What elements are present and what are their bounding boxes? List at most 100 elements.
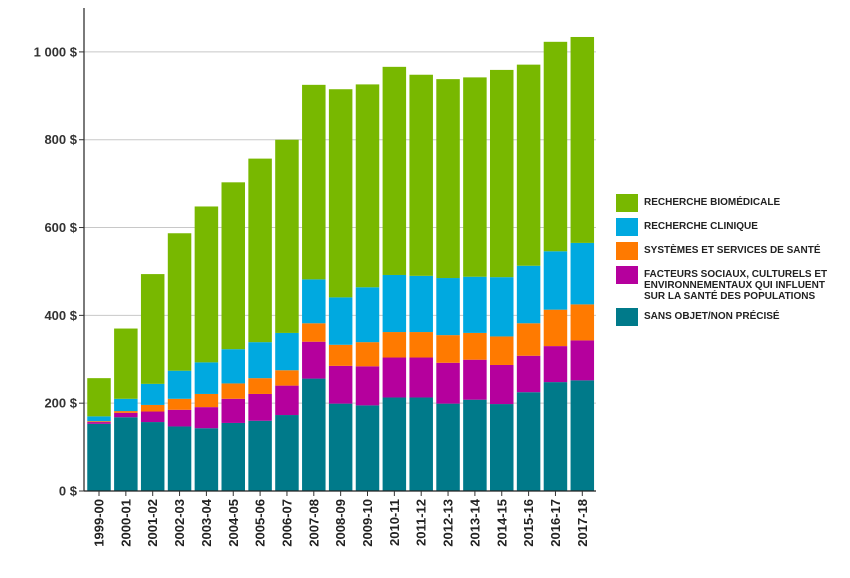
legend-item: RECHERCHE CLINIQUE bbox=[616, 218, 848, 236]
axes bbox=[83, 8, 596, 492]
y-tick-label: 800 $ bbox=[44, 132, 77, 147]
bar-segment bbox=[275, 415, 299, 491]
bar-segment bbox=[355, 366, 380, 406]
y-tick-labels: 0 $ 200 $ 400 $ 600 $ 800 $ 1 000 $ bbox=[34, 44, 84, 499]
legend-label: FACTEURS SOCIAUX, CULTURELS ET ENVIRONNE… bbox=[644, 269, 828, 302]
bar-segment bbox=[382, 397, 407, 491]
bar-segment bbox=[87, 423, 111, 491]
bar-segment bbox=[570, 36, 595, 243]
bar-segment bbox=[87, 378, 111, 417]
bar-segment bbox=[490, 277, 514, 337]
bar-segment bbox=[275, 370, 299, 386]
x-tick-label: 2014-15 bbox=[494, 499, 509, 547]
x-tick-label: 2016-17 bbox=[548, 499, 563, 547]
y-tick-label: 0 $ bbox=[59, 484, 78, 499]
y-tick-label: 1 000 $ bbox=[34, 44, 78, 59]
x-tick-label: 2006-07 bbox=[279, 499, 294, 547]
bar-segment bbox=[140, 422, 165, 491]
bar-segment bbox=[516, 323, 541, 356]
bars bbox=[87, 36, 595, 491]
x-tick-label: 2015-16 bbox=[521, 499, 536, 547]
bar-segment bbox=[543, 41, 568, 252]
bar-segment bbox=[275, 385, 299, 416]
bar-segment bbox=[570, 340, 595, 381]
legend: RECHERCHE BIOMÉDICALE RECHERCHE CLINIQUE S… bbox=[616, 194, 848, 332]
legend-item: SYSTÈMES ET SERVICES DE SANTÉ bbox=[616, 242, 848, 260]
bar-segment bbox=[302, 84, 326, 280]
bar-segment bbox=[463, 399, 487, 491]
bar-segment bbox=[221, 422, 245, 491]
legend-item: RECHERCHE BIOMÉDICALE bbox=[616, 194, 848, 212]
bar-segment bbox=[194, 362, 219, 394]
x-tick-label: 2013-14 bbox=[467, 498, 482, 546]
legend-swatch bbox=[616, 218, 638, 236]
bar-segment bbox=[382, 357, 407, 398]
bar-segment bbox=[275, 332, 299, 371]
bar-segment bbox=[114, 398, 138, 412]
bar-segment bbox=[167, 398, 192, 410]
x-tick-label: 2017-18 bbox=[575, 499, 590, 547]
x-tick-labels: 1999-00 2000-01 2001-02 2002-03 2003-04 2004-… bbox=[92, 491, 590, 547]
bar-segment bbox=[167, 233, 192, 371]
bar-segment bbox=[436, 335, 460, 363]
bar-segment bbox=[328, 403, 353, 491]
bar-segment bbox=[140, 404, 165, 412]
legend-item: FACTEURS SOCIAUX, CULTURELS ET ENVIRONNE… bbox=[616, 266, 848, 302]
bar-segment bbox=[382, 274, 407, 333]
bar-segment bbox=[328, 297, 353, 345]
bar-segment bbox=[409, 275, 433, 333]
bar-segment bbox=[516, 355, 541, 393]
x-tick-label: 2009-10 bbox=[360, 499, 375, 547]
bar-segment bbox=[355, 342, 380, 367]
bar-segment bbox=[463, 359, 487, 400]
bar-segment bbox=[516, 392, 541, 491]
legend-label: SANS OBJET/NON PRÉCISÉ bbox=[644, 311, 780, 322]
bar-segment bbox=[114, 417, 138, 491]
x-tick-label: 2008-09 bbox=[333, 499, 348, 547]
bar-segment bbox=[409, 332, 433, 358]
legend-label: RECHERCHE BIOMÉDICALE bbox=[644, 197, 781, 208]
bar-segment bbox=[543, 382, 568, 491]
bar-segment bbox=[194, 407, 219, 429]
bar-segment bbox=[490, 336, 514, 365]
bar-segment bbox=[328, 365, 353, 404]
bar-segment bbox=[490, 404, 514, 491]
bar-segment bbox=[570, 304, 595, 341]
bar-segment bbox=[490, 364, 514, 405]
bar-segment bbox=[248, 378, 272, 394]
x-tick-label: 2011-12 bbox=[414, 499, 429, 546]
bar-segment bbox=[302, 341, 326, 379]
legend-swatch bbox=[616, 194, 638, 212]
x-tick-label: 2012-13 bbox=[441, 499, 456, 547]
bar-segment bbox=[516, 64, 541, 266]
bar-segment bbox=[167, 409, 192, 427]
bar-segment bbox=[114, 412, 138, 418]
bar-segment bbox=[302, 323, 326, 342]
bar-segment bbox=[516, 265, 541, 324]
x-tick-label: 2004-05 bbox=[226, 499, 241, 547]
bar-segment bbox=[140, 411, 165, 423]
bar-segment bbox=[463, 77, 487, 277]
bar-segment bbox=[275, 139, 299, 333]
bar-segment bbox=[167, 370, 192, 399]
x-tick-label: 1999-00 bbox=[92, 499, 107, 547]
y-tick-label: 600 $ bbox=[44, 220, 77, 235]
x-tick-label: 2003-04 bbox=[199, 498, 214, 546]
x-tick-label: 2005-06 bbox=[253, 499, 268, 547]
bar-segment bbox=[409, 357, 433, 398]
bar-segment bbox=[436, 278, 460, 336]
bar-segment bbox=[543, 251, 568, 310]
bar-segment bbox=[328, 344, 353, 366]
bar-segment bbox=[248, 393, 272, 421]
bar-segment bbox=[463, 276, 487, 333]
x-tick-label: 2000-01 bbox=[118, 499, 133, 547]
bar-segment bbox=[302, 378, 326, 491]
legend-swatch bbox=[616, 308, 638, 326]
x-tick-label: 2002-03 bbox=[172, 499, 187, 547]
bar-segment bbox=[436, 362, 460, 404]
bar-segment bbox=[221, 398, 245, 423]
bar-segment bbox=[87, 422, 111, 424]
legend-swatch bbox=[616, 266, 638, 284]
bar-segment bbox=[87, 416, 111, 422]
legend-item: SANS OBJET/NON PRÉCISÉ bbox=[616, 308, 848, 326]
